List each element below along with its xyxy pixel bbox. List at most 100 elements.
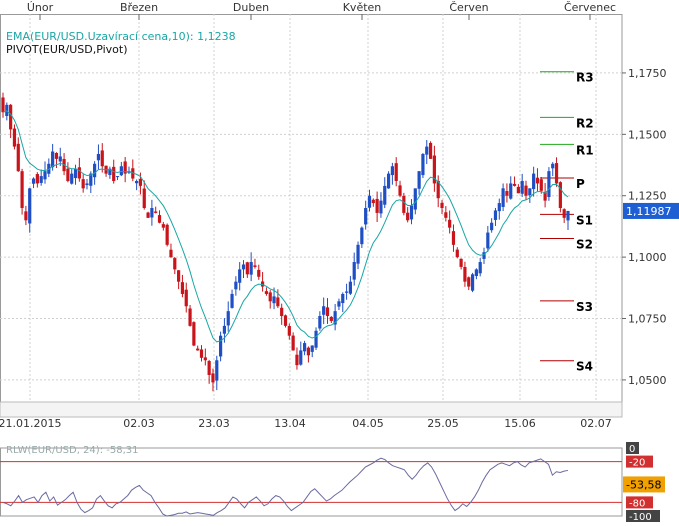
x-tick-label: 21.01.2015 <box>0 417 61 430</box>
candle-body <box>383 185 387 205</box>
candle-body <box>177 270 181 282</box>
candle-body <box>287 326 291 336</box>
candle-body <box>451 231 456 245</box>
candle-body <box>260 281 265 287</box>
candle-body <box>31 178 36 184</box>
ema-polyline <box>2 110 569 343</box>
candle-body <box>394 163 398 181</box>
candle-body <box>280 307 284 317</box>
x-tick-label: 15.06 <box>504 417 536 430</box>
candle-body <box>509 183 513 199</box>
candle-body <box>215 360 219 381</box>
rlw-legend: RLW(EUR/USD, 24): -58,31 <box>6 445 139 456</box>
candle-body <box>81 179 85 189</box>
candle-body <box>257 269 261 277</box>
rlw-tick-label: -80 <box>629 498 645 509</box>
candle-body <box>535 177 540 184</box>
candle-body <box>272 296 276 304</box>
candle-body <box>70 173 74 184</box>
candle-body <box>486 232 490 249</box>
candle-body <box>222 325 227 334</box>
candle-body <box>108 168 112 176</box>
pivot-label-p: P <box>576 177 585 191</box>
candle-body <box>192 322 196 346</box>
candle-body <box>219 335 223 357</box>
pivot-label-r2: R2 <box>576 116 594 130</box>
candle-body <box>455 249 459 258</box>
candle-body <box>276 297 280 307</box>
candle-body <box>35 174 39 184</box>
rlw-tick-bg <box>626 496 653 509</box>
candle-body <box>291 335 295 351</box>
pivot-label-s2: S2 <box>576 237 593 251</box>
candle-body <box>119 166 123 176</box>
pivot-label-s4: S4 <box>576 360 593 374</box>
candle-body <box>318 316 322 329</box>
candle-body <box>566 210 570 221</box>
candle-body <box>241 264 246 270</box>
candle-body <box>516 186 520 194</box>
candle-body <box>478 262 482 274</box>
candle-body <box>180 282 185 294</box>
candle-body <box>398 185 402 196</box>
candle-body <box>474 269 478 276</box>
candle-body <box>402 195 406 213</box>
candle-body <box>379 200 383 214</box>
candle-body <box>425 146 429 155</box>
candle-body <box>43 171 47 180</box>
candle-body <box>238 269 242 283</box>
month-label: Březen <box>120 1 158 14</box>
rlw-tick-bg <box>626 455 653 468</box>
candle-body <box>520 180 524 194</box>
candle-body <box>58 156 62 162</box>
candle-body <box>211 373 215 383</box>
candle-body <box>135 180 139 184</box>
candle-body <box>444 212 448 218</box>
candle-body <box>188 308 192 326</box>
candle-body <box>85 183 89 186</box>
candle-body <box>299 350 303 365</box>
candle-body <box>325 307 330 317</box>
x-tick-label: 02.07 <box>580 417 612 430</box>
rlw-tick-label: -20 <box>629 458 645 469</box>
candle-body <box>501 188 505 207</box>
candle-body <box>51 151 55 168</box>
candle-body <box>9 104 13 130</box>
candle-body <box>196 348 200 351</box>
candle-body <box>497 203 501 212</box>
candle-body <box>386 173 391 189</box>
candle-body <box>77 167 81 179</box>
month-label: Červenec <box>564 1 616 14</box>
candle-body <box>207 361 211 375</box>
candle-body <box>169 249 173 258</box>
candle-body <box>138 179 143 186</box>
candle-body <box>409 205 414 220</box>
candle-body <box>295 354 299 366</box>
y-tick-label: 1,1000 <box>628 251 667 264</box>
rlw-badge-text: -53,58 <box>626 478 661 491</box>
candle-body <box>20 171 24 208</box>
candle-body <box>428 142 433 159</box>
candle-body <box>352 262 356 280</box>
candle-body <box>470 274 475 291</box>
candle-body <box>123 161 127 174</box>
candle-body <box>375 198 379 213</box>
candle-body <box>490 222 494 231</box>
candle-body <box>283 315 288 326</box>
candle-body <box>482 252 486 259</box>
x-axis-bar <box>0 401 623 418</box>
candle-body <box>96 153 101 161</box>
candle-body <box>329 316 333 321</box>
rlw-tick-label: -100 <box>629 512 652 523</box>
candle-body <box>268 292 272 302</box>
candle-body <box>100 150 104 167</box>
candle-body <box>528 188 532 196</box>
candle-body <box>154 211 158 213</box>
rlw-frame <box>0 447 623 517</box>
candle-body <box>28 188 32 224</box>
candle-body <box>157 215 162 223</box>
x-tick-label: 23.03 <box>198 417 230 430</box>
candle-body <box>532 173 536 190</box>
candle-body <box>184 289 188 307</box>
